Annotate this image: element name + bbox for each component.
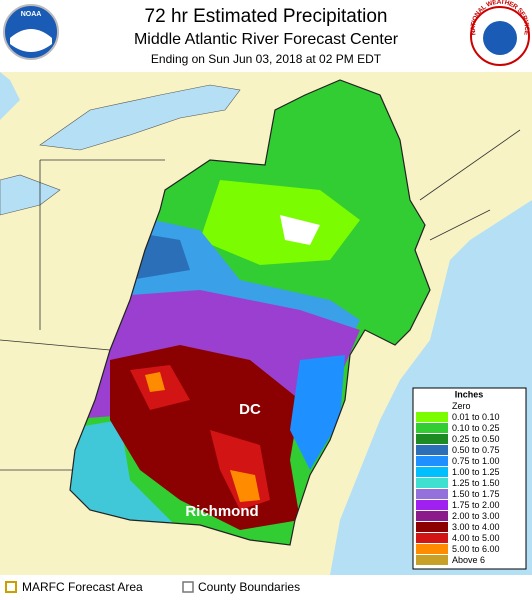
precip-field: [145, 372, 260, 502]
lake-ontario: [39, 84, 241, 151]
new-england-land: [0, 72, 532, 250]
legend-swatch: [416, 434, 448, 444]
period: Ending on Sun Jun 03, 2018 at 02 PM EDT: [151, 52, 382, 66]
legend-label: Zero: [452, 401, 471, 411]
legend-label: 1.25 to 1.50: [452, 478, 500, 488]
footer-bg: [0, 575, 532, 600]
legend-title: Inches: [455, 389, 484, 399]
legend-label: 2.00 to 3.00: [452, 511, 500, 521]
forecast-area-outline: [69, 79, 431, 546]
footer-swatch: [5, 581, 17, 593]
state-lines: [0, 129, 521, 471]
ocean: [0, 72, 532, 575]
legend-swatch: [416, 555, 448, 565]
legend-label: 0.25 to 0.50: [452, 434, 500, 444]
map-label: DC: [239, 401, 261, 418]
legend-swatch: [416, 456, 448, 466]
legend-swatch: [416, 478, 448, 488]
legend-label: 1.75 to 2.00: [452, 500, 500, 510]
legend-swatch: [416, 533, 448, 543]
nws-logo-center: [483, 21, 517, 55]
legend-swatch: [416, 522, 448, 532]
footer-item: County Boundaries: [198, 580, 300, 594]
legend-label: Above 6: [452, 555, 485, 565]
legend-swatch: [416, 500, 448, 510]
lake-erie: [0, 174, 61, 216]
legend-swatch: [416, 489, 448, 499]
legend-swatch: [416, 412, 448, 422]
legend-label: 0.50 to 0.75: [452, 445, 500, 455]
legend-swatch: [416, 467, 448, 477]
legend-label: 0.01 to 0.10: [452, 412, 500, 422]
legend-label: 0.10 to 0.25: [452, 423, 500, 433]
footer-item: MARFC Forecast Area: [22, 580, 143, 594]
footer-swatch: [182, 581, 194, 593]
precip-field: [200, 180, 360, 265]
legend-label: 0.75 to 1.00: [452, 456, 500, 466]
legend-swatch: [416, 511, 448, 521]
legend-label: 1.00 to 1.25: [452, 467, 500, 477]
header-bg: [0, 0, 532, 72]
legend-label: 5.00 to 6.00: [452, 544, 500, 554]
legend-label: 1.50 to 1.75: [452, 489, 500, 499]
noaa-logo-text: NOAA: [21, 11, 42, 18]
legend-swatch: [416, 423, 448, 433]
precip-field: [290, 355, 345, 470]
noaa-logo-wave: [10, 29, 52, 52]
legend-swatch: [416, 544, 448, 554]
legend-label: 3.00 to 4.00: [452, 522, 500, 532]
subtitle: Middle Atlantic River Forecast Center: [134, 31, 399, 48]
legend-swatch: [416, 401, 448, 411]
lake-huron: [0, 72, 20, 120]
legend-label: 4.00 to 5.00: [452, 533, 500, 543]
precip-field: [280, 215, 320, 245]
map-label: Richmond: [185, 503, 258, 520]
title: 72 hr Estimated Precipitation: [145, 6, 388, 27]
legend-swatch: [416, 445, 448, 455]
